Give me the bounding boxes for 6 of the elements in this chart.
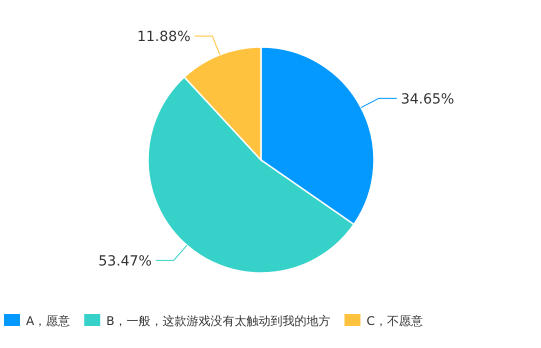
- data-label: 34.65%: [400, 91, 454, 108]
- legend-label: C，不愿意: [366, 314, 423, 328]
- legend-label: A，愿意: [26, 314, 70, 328]
- legend-label: B，一般，这款游戏没有太触动到我的地方: [106, 314, 330, 328]
- data-label: 11.88%: [137, 29, 191, 46]
- data-label: 53.47%: [98, 253, 152, 270]
